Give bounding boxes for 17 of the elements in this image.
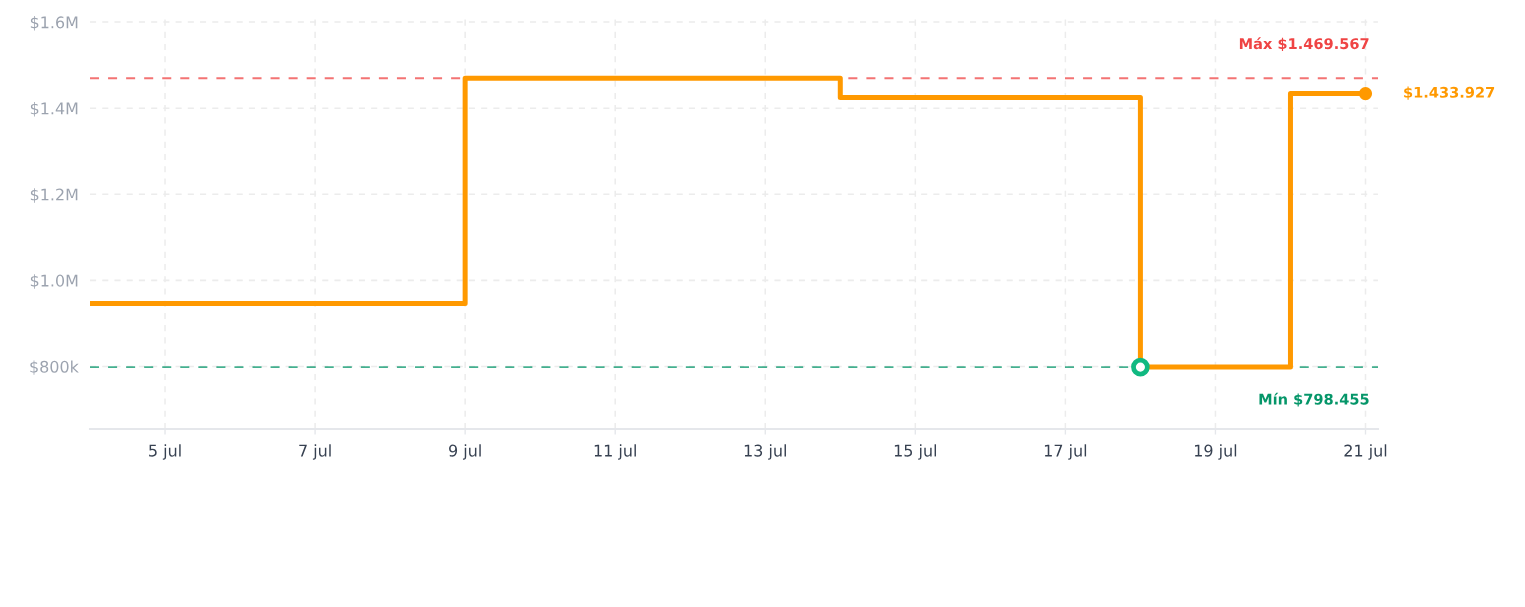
ref-line-label: Mín $798.455 — [1259, 392, 1369, 407]
x-tick-label: 7 jul — [299, 444, 331, 460]
x-tick-label: 19 jul — [1194, 444, 1237, 460]
y-tick-label: $1.2M — [30, 188, 78, 203]
x-tick-label: 15 jul — [894, 444, 937, 460]
x-tick-label: 11 jul — [594, 444, 636, 460]
y-tick-label: $1.4M — [30, 102, 78, 117]
x-tick-label: 17 jul — [1044, 444, 1087, 460]
y-tick-label: $1.6M — [30, 16, 78, 31]
y-tick-label: $800k — [30, 360, 79, 375]
y-tick-label: $1.0M — [30, 274, 78, 289]
x-tick-label: 5 jul — [149, 444, 181, 460]
x-tick-label: 9 jul — [449, 444, 481, 460]
ref-line-label: Máx $1.469.567 — [1239, 37, 1369, 52]
x-tick-label: 13 jul — [744, 444, 786, 460]
x-tick-label: 21 jul — [1344, 444, 1387, 460]
annotation: $1.433.927 — [1404, 86, 1495, 100]
